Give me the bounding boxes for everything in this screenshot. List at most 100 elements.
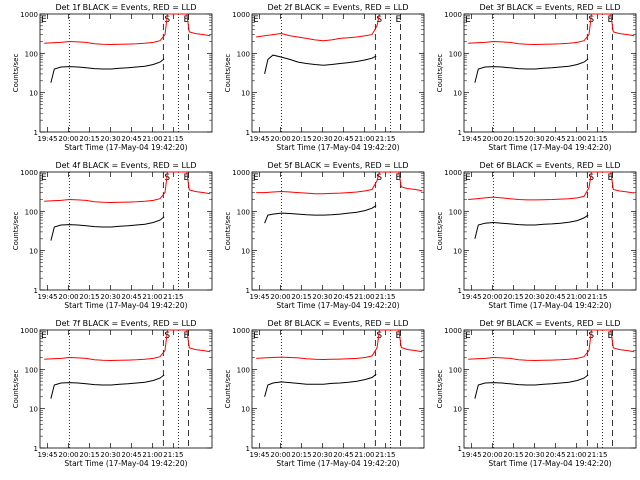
x-tick-label: 20:00 [270,451,290,459]
y-tick-label: 1 [246,129,250,137]
events-series-line [50,58,165,83]
x-tick-label: 20:30 [100,451,120,459]
panel-2: Det 2f BLACK = Events, RED = LLD 1 10 100 10… [224,3,425,152]
x-tick-label: 21:15 [163,451,183,459]
end-marker: E [395,173,401,183]
y-axis-label: Counts/sec [12,370,20,409]
panel-8: Det 8f BLACK = Events, RED = LLD 1 10 100 10… [224,319,425,468]
corner-end-marker: E [41,331,47,341]
plot-frame [251,329,425,449]
start-marker: S [164,15,170,25]
events-series-line [474,374,589,399]
x-tick-label: 19:45 [461,135,481,143]
y-axis-label: Counts/sec [436,54,444,93]
y-tick-label: 10 [241,248,250,256]
start-marker: S [588,173,594,183]
lld-series-line [44,171,211,204]
x-tick-label: 19:45 [37,451,57,459]
x-axis-label: Start Time (17-May-04 19:42:20) [276,459,399,468]
x-tick-label: 21:15 [587,293,607,301]
x-tick-label: 20:00 [58,451,78,459]
panel-4: Det 4f BLACK = Events, RED = LLD 1 10 100 10… [12,161,213,310]
x-tick-label: 20:15 [291,135,311,143]
y-tick-label: 100 [25,50,38,58]
events-series-line [264,54,377,75]
lld-series-line [468,13,635,46]
y-axis-label: Counts/sec [224,54,232,93]
end-marker: E [607,15,613,25]
x-tick-label: 20:15 [503,135,523,143]
events-series-line [50,374,165,399]
y-tick-label: 100 [449,366,462,374]
x-tick-label: 20:00 [482,135,502,143]
events-series-line [474,58,589,83]
x-tick-label: 20:45 [545,293,565,301]
x-tick-label: 20:30 [524,135,544,143]
y-tick-label: 1000 [232,169,250,177]
x-tick-label: 21:00 [142,451,162,459]
panel-title: Det 9f BLACK = Events, RED = LLD [479,319,620,328]
y-tick-label: 1 [458,287,462,295]
y-tick-label: 10 [241,90,250,98]
x-axis-label: Start Time (17-May-04 19:42:20) [276,143,399,152]
x-tick-label: 20:15 [291,293,311,301]
lld-series-line [468,329,635,362]
lld-series-line [256,171,423,195]
y-tick-label: 1000 [20,169,38,177]
y-tick-label: 10 [29,248,38,256]
x-axis-label: Start Time (17-May-04 19:42:20) [64,301,187,310]
corner-end-marker: E [465,331,471,341]
y-tick-label: 1 [246,445,250,453]
lld-series-line [468,171,635,201]
x-tick-label: 20:30 [100,135,120,143]
y-tick-label: 100 [25,366,38,374]
start-marker: S [376,173,382,183]
y-tick-label: 1000 [444,327,462,335]
y-axis-label: Counts/sec [12,54,20,93]
y-tick-label: 10 [453,90,462,98]
panel-9: Det 9f BLACK = Events, RED = LLD 1 10 100 10… [436,319,637,468]
x-tick-label: 20:30 [100,293,120,301]
x-axis-label: Start Time (17-May-04 19:42:20) [488,459,611,468]
x-tick-label: 21:00 [354,293,374,301]
lld-series-line [256,329,423,361]
start-marker: S [376,331,382,341]
x-tick-label: 20:45 [121,135,141,143]
x-tick-label: 21:00 [142,293,162,301]
x-tick-label: 20:00 [482,293,502,301]
x-tick-label: 21:00 [566,135,586,143]
events-series-line [50,216,165,241]
y-axis-label: Counts/sec [436,212,444,251]
x-tick-label: 20:00 [482,451,502,459]
y-tick-label: 10 [453,248,462,256]
lld-series-line [44,13,211,46]
x-tick-label: 21:15 [163,135,183,143]
y-tick-label: 1 [458,129,462,137]
y-axis-label: Counts/sec [436,370,444,409]
plot-frame [39,13,213,133]
x-tick-label: 20:45 [333,451,353,459]
end-marker: E [607,331,613,341]
x-tick-label: 21:00 [566,451,586,459]
x-axis-label: Start Time (17-May-04 19:42:20) [276,301,399,310]
y-tick-label: 1000 [444,169,462,177]
events-series-line [474,214,589,239]
end-marker: E [183,331,189,341]
events-series-line [264,373,377,397]
x-tick-label: 20:30 [524,451,544,459]
corner-end-marker: E [253,331,259,341]
start-marker: S [376,15,382,25]
plot-frame [39,171,213,291]
x-tick-label: 19:45 [461,293,481,301]
panel-title: Det 8f BLACK = Events, RED = LLD [267,319,408,328]
corner-end-marker: E [465,173,471,183]
panel-title: Det 6f BLACK = Events, RED = LLD [479,161,620,170]
x-tick-label: 21:15 [163,293,183,301]
x-tick-label: 20:15 [79,451,99,459]
y-tick-label: 100 [449,208,462,216]
start-marker: S [164,331,170,341]
panel-5: Det 5f BLACK = Events, RED = LLD 1 10 100 10… [224,161,425,310]
y-tick-label: 1000 [20,11,38,19]
corner-end-marker: E [41,15,47,25]
x-axis-label: Start Time (17-May-04 19:42:20) [64,143,187,152]
